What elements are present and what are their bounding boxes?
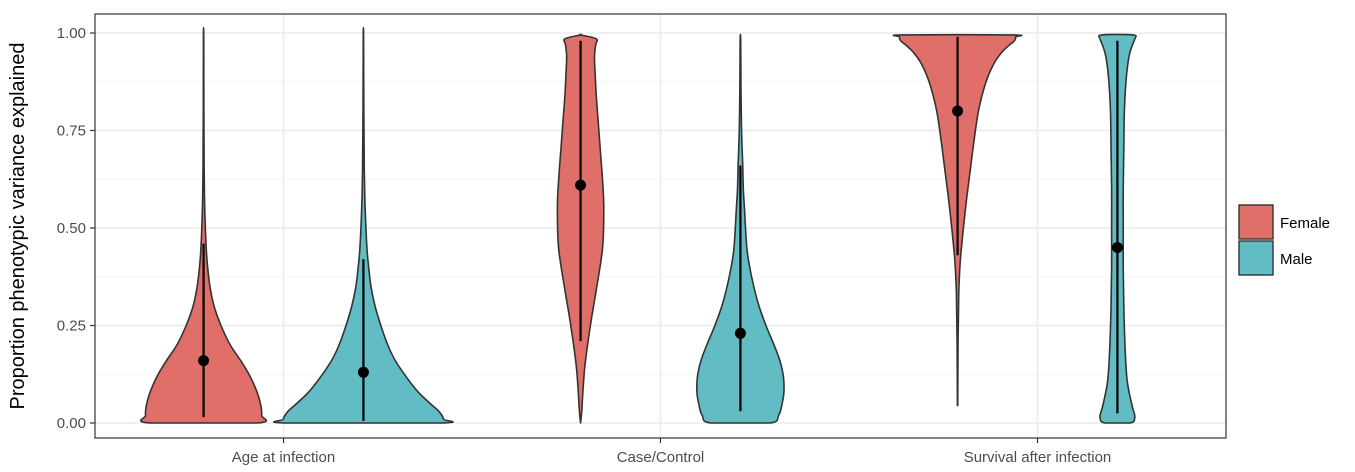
violin-female — [139, 26, 268, 424]
y-axis: 0.00 0.25 0.50 0.75 1.00 — [57, 25, 95, 432]
median-point-female — [198, 355, 210, 367]
legend-label-male: Male — [1280, 251, 1313, 268]
legend: Female Male — [1238, 204, 1330, 276]
y-tick-label: 0.00 — [57, 415, 86, 432]
y-tick-label: 0.50 — [57, 220, 86, 237]
y-tick-label: 1.00 — [57, 25, 86, 42]
x-axis: Age at infection Case/Control Survival aft… — [232, 438, 1111, 466]
grid-lines — [95, 14, 1226, 438]
median-point-male — [357, 366, 369, 378]
median-point-female — [952, 105, 964, 117]
legend-key-female — [1238, 204, 1274, 240]
median-point-female — [575, 179, 587, 191]
y-axis-title: Proportion phenotypic variance explained — [7, 43, 29, 410]
legend-key-male — [1238, 240, 1274, 276]
x-tick-label: Case/Control — [617, 449, 705, 466]
violin-male — [272, 26, 454, 424]
legend-label-female: Female — [1280, 215, 1330, 232]
violins — [139, 26, 1137, 424]
y-tick-label: 0.75 — [57, 123, 86, 140]
median-point-male — [734, 327, 746, 339]
median-point-male — [1111, 242, 1123, 253]
x-tick-label: Survival after infection — [964, 449, 1112, 466]
x-tick-label: Age at infection — [232, 449, 335, 466]
y-tick-label: 0.25 — [57, 318, 86, 335]
